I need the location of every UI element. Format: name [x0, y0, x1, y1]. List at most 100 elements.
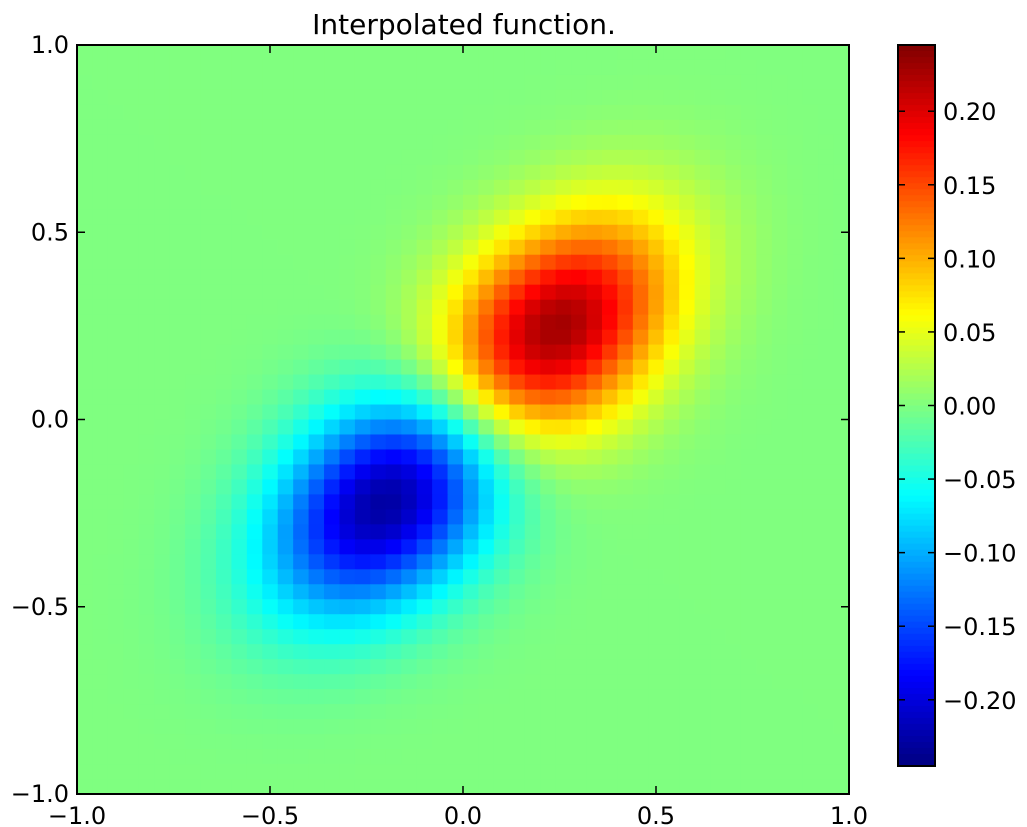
heatmap-cell — [725, 404, 742, 421]
heatmap-cell — [401, 494, 418, 510]
heatmap-cell — [277, 74, 294, 91]
heatmap-cell — [447, 539, 464, 555]
heatmap-cell — [679, 329, 696, 346]
heatmap-cell — [447, 689, 464, 705]
heatmap-cell — [169, 659, 186, 675]
heatmap-cell — [632, 659, 649, 675]
heatmap-cell — [262, 614, 279, 630]
heatmap-cell — [725, 104, 742, 121]
heatmap-cell — [77, 149, 94, 166]
heatmap-cell — [370, 524, 387, 540]
heatmap-cell — [463, 359, 480, 376]
heatmap-cell — [138, 374, 155, 391]
heatmap-cell — [756, 464, 773, 481]
heatmap-cell — [370, 314, 387, 331]
heatmap-cell — [107, 254, 124, 271]
heatmap-cell — [463, 479, 480, 495]
heatmap-cell — [818, 179, 835, 196]
heatmap-cell — [231, 599, 248, 615]
heatmap-cell — [463, 659, 480, 675]
heatmap-cell — [694, 374, 711, 391]
heatmap-cell — [601, 179, 618, 196]
heatmap-cell — [169, 569, 186, 585]
heatmap-cell — [185, 719, 202, 735]
heatmap-cell — [648, 134, 665, 151]
heatmap-cell — [493, 149, 510, 166]
heatmap-cell — [601, 45, 618, 61]
heatmap-cell — [447, 479, 464, 495]
heatmap-cell — [710, 509, 727, 525]
colorbar-band — [898, 633, 935, 641]
heatmap-cell — [540, 179, 557, 196]
heatmap-cell — [138, 299, 155, 316]
heatmap-cell — [169, 344, 186, 361]
colorbar-band — [898, 189, 935, 196]
heatmap-cell — [339, 599, 356, 615]
heatmap-cell — [632, 284, 649, 301]
heatmap-cell — [756, 734, 773, 750]
colorbar-band — [898, 225, 935, 232]
heatmap-cell — [246, 104, 263, 121]
heatmap-cell — [679, 464, 696, 481]
heatmap-cell — [802, 224, 819, 241]
colorbar-band — [898, 165, 935, 172]
heatmap-cell — [447, 194, 464, 211]
heatmap-cell — [277, 599, 294, 615]
heatmap-cell — [324, 494, 341, 510]
heatmap-cell — [571, 344, 588, 361]
heatmap-cell — [308, 569, 325, 585]
heatmap-cell — [370, 194, 387, 211]
heatmap-cell — [540, 749, 557, 765]
heatmap-cell — [416, 269, 433, 286]
heatmap-cell — [370, 284, 387, 301]
heatmap-cell — [92, 269, 109, 286]
colorbar-band — [898, 561, 935, 569]
heatmap-cell — [725, 674, 742, 690]
heatmap-cell — [77, 614, 94, 630]
colorbar-band — [898, 249, 935, 256]
heatmap-cell — [354, 704, 371, 720]
heatmap-cell — [632, 314, 649, 331]
heatmap-cell — [710, 464, 727, 481]
heatmap-cell — [416, 509, 433, 525]
heatmap-cell — [601, 119, 618, 136]
heatmap-cell — [694, 779, 711, 795]
heatmap-cell — [401, 344, 418, 361]
heatmap-cell — [679, 749, 696, 765]
heatmap-cell — [478, 359, 495, 376]
heatmap-cell — [324, 554, 341, 570]
heatmap-cell — [463, 644, 480, 660]
heatmap-cell — [710, 359, 727, 376]
heatmap-cell — [215, 494, 232, 510]
heatmap-cell — [540, 224, 557, 241]
heatmap-cell — [648, 599, 665, 615]
heatmap-cell — [679, 284, 696, 301]
heatmap-cell — [339, 449, 356, 466]
heatmap-cell — [169, 239, 186, 256]
heatmap-cell — [277, 194, 294, 211]
heatmap-cell — [277, 644, 294, 660]
heatmap-cell — [77, 314, 94, 331]
heatmap-cell — [540, 45, 557, 61]
heatmap-cell — [555, 269, 572, 286]
heatmap-cell — [710, 74, 727, 91]
heatmap-cell — [324, 239, 341, 256]
heatmap-cell — [231, 779, 248, 795]
heatmap-cell — [617, 419, 634, 436]
heatmap-cell — [493, 584, 510, 600]
heatmap-cell — [740, 164, 757, 181]
heatmap-cell — [771, 329, 788, 346]
heatmap-cell — [231, 539, 248, 555]
heatmap-cell — [524, 194, 541, 211]
colorbar-band — [898, 759, 935, 767]
heatmap-cell — [154, 614, 171, 630]
heatmap-cell — [632, 449, 649, 466]
heatmap-cell — [185, 59, 202, 76]
heatmap-cell — [694, 629, 711, 645]
heatmap-cell — [185, 749, 202, 765]
heatmap-cell — [385, 104, 402, 121]
heatmap-cell — [787, 329, 804, 346]
heatmap-cell — [725, 464, 742, 481]
heatmap-cell — [463, 89, 480, 106]
heatmap-cell — [555, 674, 572, 690]
